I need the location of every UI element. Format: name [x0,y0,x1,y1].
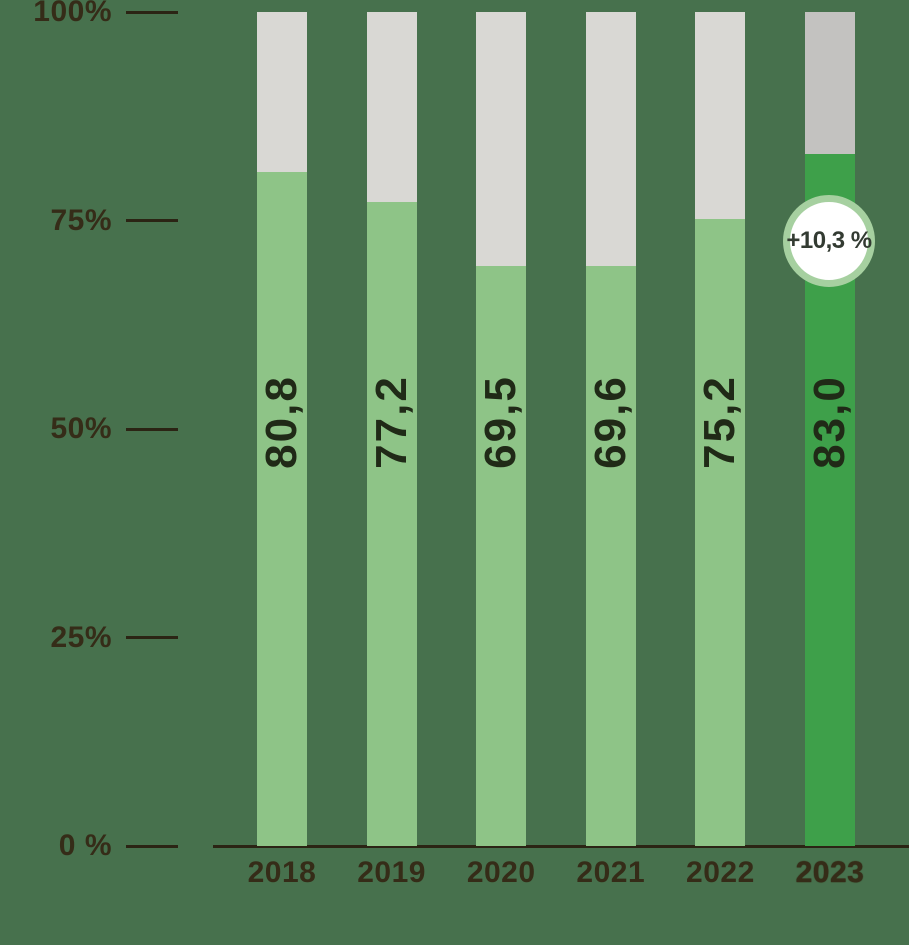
bar-2019-remainder-segment [366,12,417,203]
y-tick-label-75: 75% [50,203,112,237]
bar-2018-green-segment [257,172,307,846]
bar-value-2020: 69,5 [476,375,526,469]
bar-2020 [476,12,527,846]
x-tick-label-2023: 2023 [795,856,865,889]
y-tick-label-25: 25% [50,620,112,654]
bar-2021-remainder-segment [585,12,636,266]
bar-value-2018: 80,8 [257,375,306,469]
x-tick-label-2021: 2021 [576,856,646,889]
y-tick-mark-0 [126,844,178,848]
x-tick-label-2018: 2018 [247,856,317,889]
bar-2021-green-segment [585,265,636,846]
y-tick-label-100: 100% [33,0,112,28]
bar-2020-green-segment [476,266,527,846]
bar-2020-remainder-segment [476,12,527,267]
bar-2023-remainder-segment [805,12,855,154]
bar-2018 [257,12,307,846]
x-tick-label-2022: 2022 [686,856,755,889]
increase-badge: +10,3 % [783,195,875,287]
y-tick-mark-100 [126,10,178,14]
bar-value-2021: 69,6 [585,375,635,469]
bar-2022 [695,12,746,846]
bar-2021 [585,12,636,846]
bar-2022-remainder-segment [695,12,746,219]
bar-2019-green-segment [366,202,417,846]
x-axis-line [213,845,909,848]
y-tick-mark-50 [126,427,178,431]
y-tick-mark-25 [126,636,178,639]
x-tick-label-2020: 2020 [466,856,536,889]
increase-badge-label: +10,3 % [786,227,872,254]
y-tick-label-50: 50% [50,412,112,445]
bar-value-2023: 83,0 [805,375,854,469]
bar-value-2022: 75,2 [695,375,745,469]
x-tick-label-2019: 2019 [357,856,426,889]
bar-2019 [366,12,417,846]
y-tick-mark-75 [126,219,178,222]
bar-value-2019: 77,2 [366,375,416,469]
y-tick-label-0: 0 % [58,829,112,862]
bar-2018-remainder-segment [257,12,307,173]
bar-2022-green-segment [695,218,746,846]
